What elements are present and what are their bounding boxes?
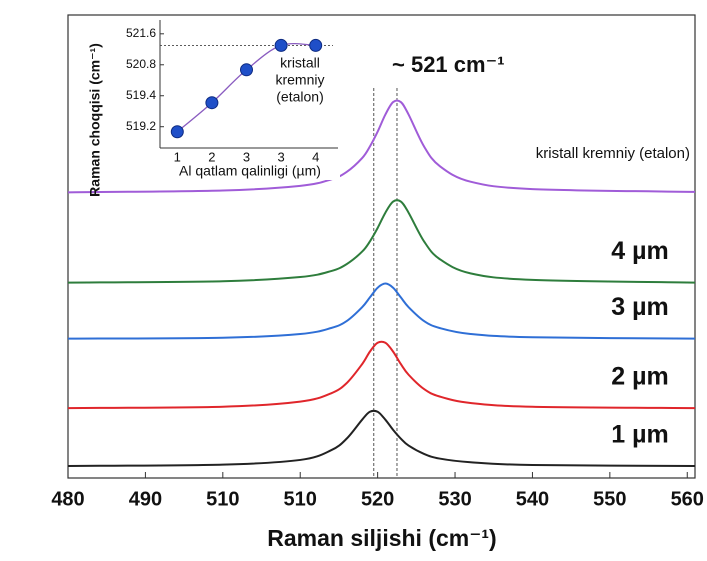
- inset-point: [170, 125, 184, 139]
- x-tick-label: 520: [361, 488, 394, 510]
- inset-x-tick-label: 2: [208, 149, 215, 164]
- series-label: 4 µm: [611, 237, 668, 265]
- spectrum-line: [67, 409, 696, 467]
- series-label: 3 µm: [611, 293, 668, 321]
- x-tick-label: 510: [206, 488, 239, 510]
- plot-frame: [67, 14, 696, 479]
- spectrum-line: [67, 340, 696, 410]
- x-tick-label: 550: [593, 488, 626, 510]
- inset-y-tick-label: 519.4: [126, 88, 156, 102]
- inset-y-axis-title: Raman choqqisi (cm⁻¹): [87, 43, 103, 197]
- annotation: ~ 521 cm⁻¹: [392, 52, 505, 77]
- inset-point: [240, 63, 253, 77]
- series-label: 2 µm: [611, 363, 668, 391]
- spectrum-line: [67, 199, 696, 284]
- x-tick-label: 540: [516, 488, 549, 510]
- spectrum-line: [67, 282, 696, 340]
- x-tick-label: 480: [51, 488, 84, 510]
- inset-y-tick-label: 520.8: [126, 57, 156, 71]
- inset-y-tick-label: 519.2: [126, 119, 156, 133]
- inset-x-tick-label: 4: [312, 149, 319, 164]
- inset-x-axis-title: Al qatlam qalinligi (µm): [179, 163, 321, 179]
- x-tick-label: 490: [129, 488, 162, 510]
- inset-x-tick-label: 3: [243, 149, 250, 164]
- x-tick-label: 560: [671, 488, 704, 510]
- inset-annotation: kristall: [280, 55, 320, 71]
- inset-y-tick-label: 521.6: [126, 26, 156, 40]
- x-axis-title: Raman siljishi (cm⁻¹): [267, 525, 496, 551]
- inset-point: [205, 96, 219, 110]
- inset-annotation: kremniy: [275, 72, 324, 88]
- x-tick-label: 530: [438, 488, 471, 510]
- inset-point: [274, 38, 288, 52]
- series-label: 1 µm: [611, 421, 668, 449]
- inset-x-tick-label: 1: [174, 149, 181, 164]
- inset-annotation: (etalon): [276, 89, 323, 105]
- inset-point: [309, 38, 323, 52]
- inset-x-tick-label: 3: [277, 149, 284, 164]
- series-label: kristall kremniy (etalon): [536, 145, 690, 162]
- spectrum-line: [67, 99, 696, 194]
- x-tick-label: 510: [284, 488, 317, 510]
